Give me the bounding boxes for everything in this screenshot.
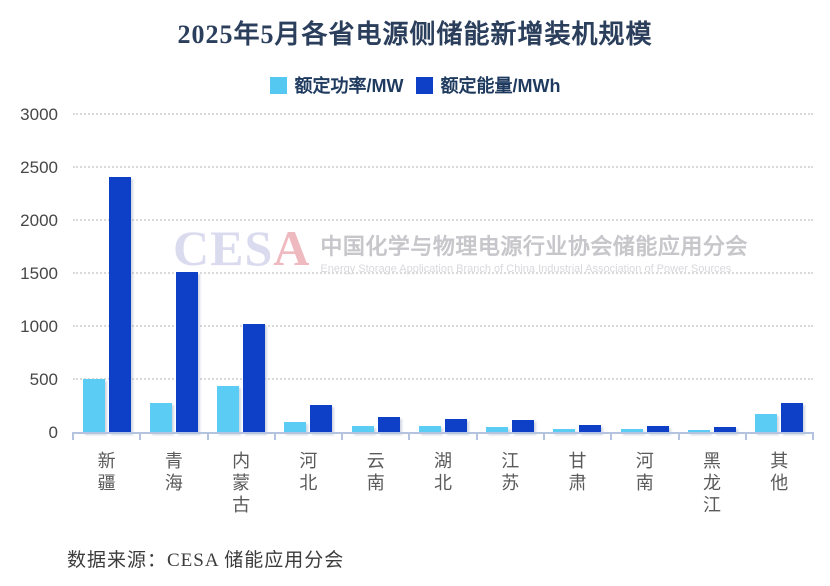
x-axis-line — [72, 432, 814, 440]
x-axis-tick — [72, 434, 74, 440]
x-axis-tick — [206, 434, 209, 440]
gridline — [73, 325, 813, 327]
y-tick-label: 0 — [48, 423, 58, 442]
bar-group-8 — [544, 115, 611, 433]
bar-energy — [781, 402, 804, 433]
x-axis-tick — [677, 434, 680, 440]
bar-energy — [175, 272, 198, 433]
legend-swatch-energy-icon — [415, 76, 433, 94]
x-category-cell: 其他 — [746, 450, 813, 516]
bar-group-7 — [477, 115, 544, 433]
x-category-label: 青海 — [164, 451, 183, 493]
bar-group-5 — [342, 115, 409, 433]
bar-group-2 — [140, 115, 207, 433]
x-category-cell: 云南 — [342, 450, 409, 516]
x-category-label: 江苏 — [501, 451, 520, 493]
x-axis-tick — [139, 434, 142, 440]
gridline — [73, 378, 813, 380]
bars-container — [73, 115, 813, 433]
bar-power — [418, 426, 441, 433]
x-category-label: 黑龙江 — [703, 451, 722, 515]
bar-group-3 — [208, 115, 275, 433]
y-tick-label: 1000 — [20, 317, 58, 336]
x-category-cell: 江苏 — [477, 450, 544, 516]
bar-energy — [579, 425, 602, 433]
x-axis-tick — [273, 434, 276, 440]
x-category-label: 河南 — [635, 451, 654, 493]
gridline — [73, 166, 813, 168]
bar-group-4 — [275, 115, 342, 433]
x-axis-tick — [812, 434, 814, 440]
x-category-cell: 湖北 — [409, 450, 476, 516]
plot-area — [73, 113, 813, 433]
x-axis-tick — [475, 434, 478, 440]
x-category-label: 其他 — [770, 451, 789, 493]
bar-energy — [108, 176, 131, 433]
y-tick-label: 3000 — [20, 105, 58, 124]
x-category-cell: 河北 — [275, 450, 342, 516]
bar-group-9 — [611, 115, 678, 433]
y-tick-label: 1500 — [20, 264, 58, 283]
bar-power — [688, 430, 711, 433]
bar-energy — [310, 404, 333, 433]
x-category-cell: 河南 — [611, 450, 678, 516]
x-category-label: 内蒙古 — [232, 451, 251, 515]
bar-energy — [243, 323, 266, 433]
x-category-label: 河北 — [299, 451, 318, 493]
x-axis-tick — [610, 434, 613, 440]
x-axis-tick — [744, 434, 747, 440]
x-category-label: 甘肃 — [568, 451, 587, 493]
x-category-cell: 新疆 — [73, 450, 140, 516]
bar-power — [82, 378, 105, 433]
bar-power — [217, 385, 240, 433]
x-axis-tick — [542, 434, 545, 440]
x-category-label: 湖北 — [433, 451, 452, 493]
x-category-cell: 黑龙江 — [678, 450, 745, 516]
legend-label-energy: 额定能量/MWh — [440, 76, 561, 96]
bar-group-10 — [678, 115, 745, 433]
bar-power — [486, 427, 509, 433]
bar-energy — [444, 418, 467, 433]
bar-energy — [377, 417, 400, 433]
source-note: 数据来源：CESA 储能应用分会 — [67, 550, 345, 571]
x-category-cell: 甘肃 — [544, 450, 611, 516]
bar-power — [553, 428, 576, 433]
x-category-cell: 内蒙古 — [208, 450, 275, 516]
legend: 额定功率/MW 额定能量/MWh — [0, 72, 830, 98]
x-axis-tick — [341, 434, 344, 440]
legend-item-energy: 额定能量/MWh — [415, 72, 561, 98]
bar-power — [755, 413, 778, 433]
legend-label-power: 额定功率/MW — [294, 76, 404, 96]
legend-item-power: 额定功率/MW — [269, 72, 404, 98]
chart-title: 2025年5月各省电源侧储能新增装机规模 — [177, 20, 653, 49]
bar-energy — [646, 425, 669, 433]
bar-power — [149, 403, 172, 433]
bar-power — [351, 425, 374, 433]
bar-group-6 — [409, 115, 476, 433]
x-category-label: 新疆 — [97, 451, 116, 493]
y-tick-label: 2000 — [20, 211, 58, 230]
gridline — [73, 272, 813, 274]
bar-group-1 — [73, 115, 140, 433]
gridline — [73, 219, 813, 221]
bar-energy — [714, 427, 737, 433]
bar-power — [620, 429, 643, 433]
x-axis-labels: 新疆 青海 内蒙古 河北 云南 湖北 江苏 甘肃 河南 黑龙江 其他 — [73, 450, 813, 516]
bar-group-11 — [746, 115, 813, 433]
legend-swatch-power-icon — [269, 76, 287, 94]
y-tick-label: 2500 — [20, 158, 58, 177]
x-category-label: 云南 — [366, 451, 385, 493]
bar-power — [284, 422, 307, 433]
bar-energy — [512, 419, 535, 433]
y-axis-labels: 0 500 1000 1500 2000 2500 3000 — [0, 105, 58, 442]
x-axis-tick — [408, 434, 411, 440]
x-category-cell: 青海 — [140, 450, 207, 516]
y-tick-label: 500 — [29, 370, 58, 389]
gridline — [73, 113, 813, 115]
